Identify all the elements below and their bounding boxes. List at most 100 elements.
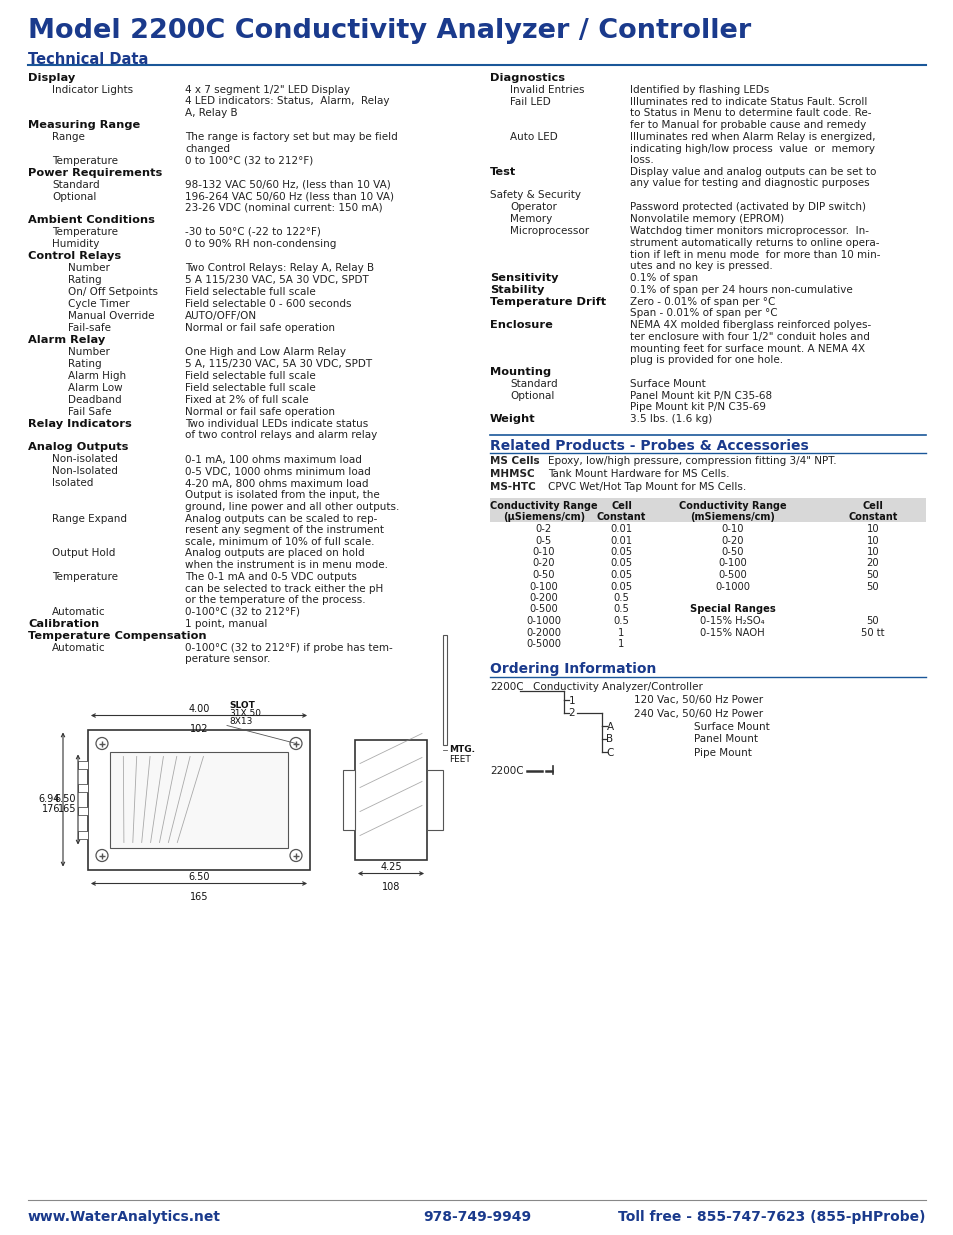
Text: Field selectable 0 - 600 seconds: Field selectable 0 - 600 seconds [185, 299, 351, 309]
Text: changed: changed [185, 143, 230, 153]
Text: Panel Mount: Panel Mount [693, 735, 758, 745]
Text: Analog outputs are placed on hold: Analog outputs are placed on hold [185, 548, 364, 558]
Text: Power Requirements: Power Requirements [28, 168, 162, 178]
Bar [427, 769, 442, 830]
Text: 50 tt: 50 tt [861, 627, 883, 637]
Text: Watchdog timer monitors microprocessor.  In-: Watchdog timer monitors microprocessor. … [629, 226, 868, 236]
Text: 0-10: 0-10 [720, 524, 743, 534]
Text: Stability: Stability [490, 285, 544, 295]
Text: 0.1% of span: 0.1% of span [629, 273, 698, 283]
Text: or the temperature of the process.: or the temperature of the process. [185, 595, 365, 605]
Text: 108: 108 [381, 883, 399, 893]
Text: 0-500: 0-500 [718, 571, 746, 580]
Text: Model 2200C Conductivity Analyzer / Controller: Model 2200C Conductivity Analyzer / Cont… [28, 19, 750, 44]
Text: 10: 10 [865, 547, 879, 557]
Text: Temperature: Temperature [52, 227, 118, 237]
Text: Relay Indicators: Relay Indicators [28, 419, 132, 429]
Text: 4-20 mA, 800 ohms maximum load: 4-20 mA, 800 ohms maximum load [185, 478, 368, 489]
Text: 0.5: 0.5 [613, 604, 629, 615]
Text: Fail-safe: Fail-safe [68, 324, 111, 333]
Text: Special Ranges: Special Ranges [689, 604, 775, 615]
Text: 5 A 115/230 VAC, 5A 30 VDC, SPDT: 5 A 115/230 VAC, 5A 30 VDC, SPDT [185, 275, 369, 285]
Text: Number: Number [68, 347, 110, 357]
Bar [355, 740, 427, 860]
Text: of two control relays and alarm relay: of two control relays and alarm relay [185, 431, 376, 441]
Text: 0.01: 0.01 [610, 536, 632, 546]
Text: Manual Override: Manual Override [68, 311, 154, 321]
Text: (μSiemens/cm): (μSiemens/cm) [502, 513, 584, 522]
Text: 0.01: 0.01 [610, 524, 632, 534]
Text: Automatic: Automatic [52, 606, 106, 618]
Text: Identified by flashing LEDs: Identified by flashing LEDs [629, 85, 768, 95]
Text: Display value and analog outputs can be set to: Display value and analog outputs can be … [629, 167, 876, 177]
Text: 978-749-9949: 978-749-9949 [422, 1210, 531, 1224]
Text: 0-500: 0-500 [529, 604, 558, 615]
Text: FEET: FEET [449, 755, 470, 763]
Text: ter enclosure with four 1/2" conduit holes and: ter enclosure with four 1/2" conduit hol… [629, 332, 869, 342]
Text: 50: 50 [865, 571, 879, 580]
Text: 2: 2 [568, 709, 575, 719]
Text: fer to Manual for probable cause and remedy: fer to Manual for probable cause and rem… [629, 120, 865, 130]
Text: NEMA 4X molded fiberglass reinforced polyes-: NEMA 4X molded fiberglass reinforced pol… [629, 321, 870, 331]
Bar [442, 635, 447, 745]
Text: The 0-1 mA and 0-5 VDC outputs: The 0-1 mA and 0-5 VDC outputs [185, 572, 356, 582]
Text: Analog Outputs: Analog Outputs [28, 442, 129, 452]
Text: 0-2000: 0-2000 [526, 627, 561, 637]
Text: Field selectable full scale: Field selectable full scale [185, 370, 315, 382]
Text: Constant: Constant [847, 513, 897, 522]
Text: Ambient Conditions: Ambient Conditions [28, 215, 154, 225]
Text: Temperature: Temperature [52, 156, 118, 165]
Text: Surface Mount: Surface Mount [693, 721, 769, 731]
Text: 0 to 90% RH non-condensing: 0 to 90% RH non-condensing [185, 240, 336, 249]
Bar [490, 498, 925, 522]
Text: Alarm Low: Alarm Low [68, 383, 123, 393]
Text: Output is isolated from the input, the: Output is isolated from the input, the [185, 490, 379, 500]
Text: 0.5: 0.5 [613, 593, 629, 603]
Text: Non-Isolated: Non-Isolated [52, 467, 118, 477]
Text: 0-100: 0-100 [718, 558, 746, 568]
Text: Sensitivity: Sensitivity [490, 273, 558, 283]
Text: Alarm High: Alarm High [68, 370, 126, 382]
Text: 165: 165 [190, 893, 208, 903]
Text: Analog outputs can be scaled to rep-: Analog outputs can be scaled to rep- [185, 514, 377, 524]
Text: 0-100°C (32 to 212°F): 0-100°C (32 to 212°F) [185, 606, 299, 618]
Text: utes and no key is pressed.: utes and no key is pressed. [629, 261, 772, 270]
Text: Two individual LEDs indicate status: Two individual LEDs indicate status [185, 419, 368, 429]
Text: 0 to 100°C (32 to 212°F): 0 to 100°C (32 to 212°F) [185, 156, 313, 165]
Text: Standard: Standard [510, 379, 558, 389]
Text: 0-20: 0-20 [720, 536, 743, 546]
Text: 23-26 VDC (nominal current: 150 mA): 23-26 VDC (nominal current: 150 mA) [185, 203, 382, 212]
Text: AUTO/OFF/ON: AUTO/OFF/ON [185, 311, 257, 321]
Text: 0-50: 0-50 [720, 547, 743, 557]
Bar [110, 752, 288, 847]
Text: Nonvolatile memory (EPROM): Nonvolatile memory (EPROM) [629, 215, 783, 225]
Text: Calibration: Calibration [28, 619, 99, 629]
Text: Display: Display [28, 73, 75, 83]
Bar [78, 830, 88, 839]
Text: SLOT: SLOT [229, 700, 254, 709]
Text: Safety & Security: Safety & Security [490, 190, 580, 200]
Text: A, Relay B: A, Relay B [185, 107, 237, 119]
Text: -30 to 50°C (-22 to 122°F): -30 to 50°C (-22 to 122°F) [185, 227, 320, 237]
Text: 8X13: 8X13 [229, 716, 253, 725]
Text: Optional: Optional [510, 391, 554, 401]
Text: 31X.50: 31X.50 [229, 709, 261, 718]
Text: Conductivity Range: Conductivity Range [678, 501, 785, 511]
Text: 102: 102 [190, 724, 208, 734]
Text: 0-200: 0-200 [529, 593, 558, 603]
Text: Toll free - 855-747-7623 (855-pHProbe): Toll free - 855-747-7623 (855-pHProbe) [618, 1210, 925, 1224]
Text: Range: Range [52, 132, 85, 142]
Text: ground, line power and all other outputs.: ground, line power and all other outputs… [185, 501, 399, 511]
Text: when the instrument is in menu mode.: when the instrument is in menu mode. [185, 559, 388, 571]
Text: B: B [606, 735, 613, 745]
Bar [343, 769, 355, 830]
Text: Password protected (activated by DIP switch): Password protected (activated by DIP swi… [629, 203, 865, 212]
Text: tion if left in menu mode  for more than 10 min-: tion if left in menu mode for more than … [629, 249, 880, 259]
Text: Number: Number [68, 263, 110, 273]
Text: Constant: Constant [597, 513, 645, 522]
Text: MS Cells: MS Cells [490, 457, 539, 467]
Text: 240 Vac, 50/60 Hz Power: 240 Vac, 50/60 Hz Power [634, 709, 762, 719]
Text: 0-5 VDC, 1000 ohms minimum load: 0-5 VDC, 1000 ohms minimum load [185, 467, 371, 477]
Text: Automatic: Automatic [52, 643, 106, 653]
Text: 98-132 VAC 50/60 Hz, (less than 10 VA): 98-132 VAC 50/60 Hz, (less than 10 VA) [185, 179, 391, 189]
